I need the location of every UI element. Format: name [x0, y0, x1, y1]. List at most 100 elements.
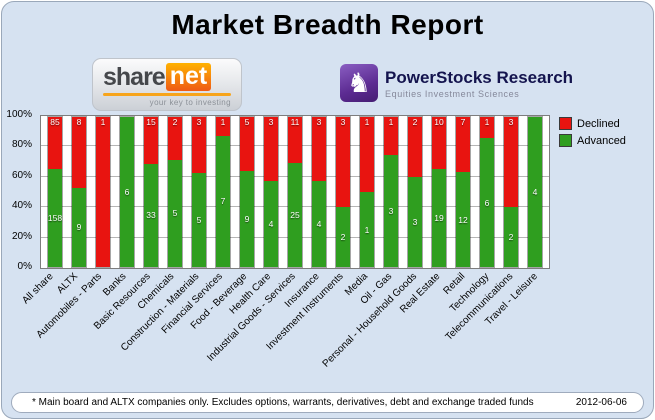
bar-value: 9 — [244, 213, 250, 224]
bar-value: 3 — [340, 117, 346, 127]
bar-segment-advanced: 33 — [144, 163, 158, 267]
bar-segment-advanced: 4 — [312, 181, 326, 267]
x-axis-label: Personal - Household Goods — [320, 271, 419, 370]
bar-value: 12 — [458, 214, 468, 225]
bar-segment-declined: 2 — [168, 117, 182, 160]
chess-knight-icon: ♞ — [340, 64, 378, 102]
x-axis-label: All share — [20, 271, 56, 307]
bar-value: 85 — [50, 117, 60, 127]
bar-value: 1 — [364, 224, 370, 235]
bar-value: 1 — [484, 117, 490, 127]
bar-value: 3 — [316, 117, 322, 127]
bar-value: 33 — [146, 210, 156, 221]
bar-value: 2 — [172, 117, 178, 127]
bar-value: 4 — [268, 218, 274, 229]
bar-value: 25 — [290, 209, 300, 220]
bar-value: 5 — [244, 117, 250, 127]
bar-segment-declined: 3 — [312, 117, 326, 182]
bar-value: 5 — [172, 208, 178, 219]
stacked-bar: 6 — [119, 116, 135, 268]
x-axis-label: Oil - Gas — [358, 271, 395, 307]
bar-slot: 6 — [115, 116, 139, 268]
bar-segment-declined: 1 — [96, 117, 110, 267]
bar-segment-advanced: 9 — [240, 170, 254, 267]
bar-value: 5 — [196, 214, 202, 225]
bar-segment-declined: 8 — [72, 117, 86, 188]
x-axis-label: Banks — [101, 271, 129, 299]
legend-swatch — [559, 117, 572, 130]
bar-segment-advanced: 19 — [432, 168, 446, 267]
bar-value: 2 — [412, 117, 418, 127]
bar-segment-advanced: 158 — [48, 169, 62, 267]
bar-slot: 7 12 — [451, 116, 475, 268]
x-axis-label: Chemicals — [136, 271, 177, 312]
bar-segment-declined: 3 — [336, 117, 350, 207]
bar-segment-declined: 11 — [288, 117, 302, 163]
x-axis-label: Real Estate — [398, 271, 443, 316]
sharenet-tagline: your key to investing — [149, 98, 231, 107]
bar-slot: 85 158 — [43, 116, 67, 268]
footer-bar: * Main board and ALTX companies only. Ex… — [11, 392, 644, 413]
bar-value: 8 — [76, 117, 82, 127]
bar-value: 158 — [47, 212, 63, 223]
stacked-bar: 1 — [95, 116, 111, 268]
x-axis-label: Retail — [441, 271, 468, 297]
bar-value: 3 — [412, 216, 418, 227]
page-title: Market Breadth Report — [171, 9, 484, 40]
bar-value: 6 — [124, 186, 130, 197]
bar-slot: 4 — [523, 116, 547, 268]
bar-value: 15 — [146, 117, 156, 127]
bar-value: 4 — [532, 186, 538, 197]
bar-segment-advanced: 4 — [264, 181, 278, 267]
bar-value: 2 — [340, 231, 346, 242]
bar-segment-declined: 15 — [144, 117, 158, 164]
y-axis-label: 0% — [17, 261, 32, 272]
bar-value: 3 — [508, 117, 514, 127]
stacked-bar: 4 — [527, 116, 543, 268]
bar-segment-declined: 1 — [216, 117, 230, 136]
x-axis-label: Food - Beverage — [188, 271, 250, 332]
stacked-bar: 7 12 — [455, 116, 471, 268]
bar-segment-advanced: 5 — [192, 173, 206, 267]
report-date: 2012-06-06 — [575, 397, 627, 408]
bar-segment-declined: 3 — [192, 117, 206, 174]
chart-legend: Declined Advanced — [559, 117, 626, 151]
bar-segment-advanced: 2 — [336, 207, 350, 267]
bar-value: 1 — [100, 117, 106, 127]
bar-segment-advanced: 3 — [408, 177, 422, 267]
bar-segment-advanced: 1 — [360, 192, 374, 267]
bar-segment-advanced: 4 — [528, 117, 542, 267]
sharenet-logo: share net your key to investing — [92, 58, 242, 111]
bar-segment-declined: 3 — [504, 117, 518, 207]
x-axis-label: ALTX — [55, 271, 81, 296]
bar-value: 3 — [196, 117, 202, 127]
bar-segment-declined: 85 — [48, 117, 62, 170]
bar-segment-declined: 1 — [360, 117, 374, 192]
powerstocks-subtitle: Equities Investment Sciences — [385, 88, 520, 99]
legend-label: Declined — [577, 117, 620, 130]
x-axis-label: Basic Resources — [91, 271, 153, 332]
bar-value: 1 — [388, 117, 394, 127]
x-axis-label: Health Care — [228, 271, 274, 317]
stacked-bar: 10 19 — [431, 116, 447, 268]
y-axis-label: 20% — [11, 230, 32, 242]
legend-item: Declined — [559, 117, 626, 130]
bar-segment-declined: 3 — [264, 117, 278, 182]
bar-value: 3 — [268, 117, 274, 127]
legend-swatch — [559, 134, 572, 147]
bar-value: 10 — [434, 117, 444, 127]
